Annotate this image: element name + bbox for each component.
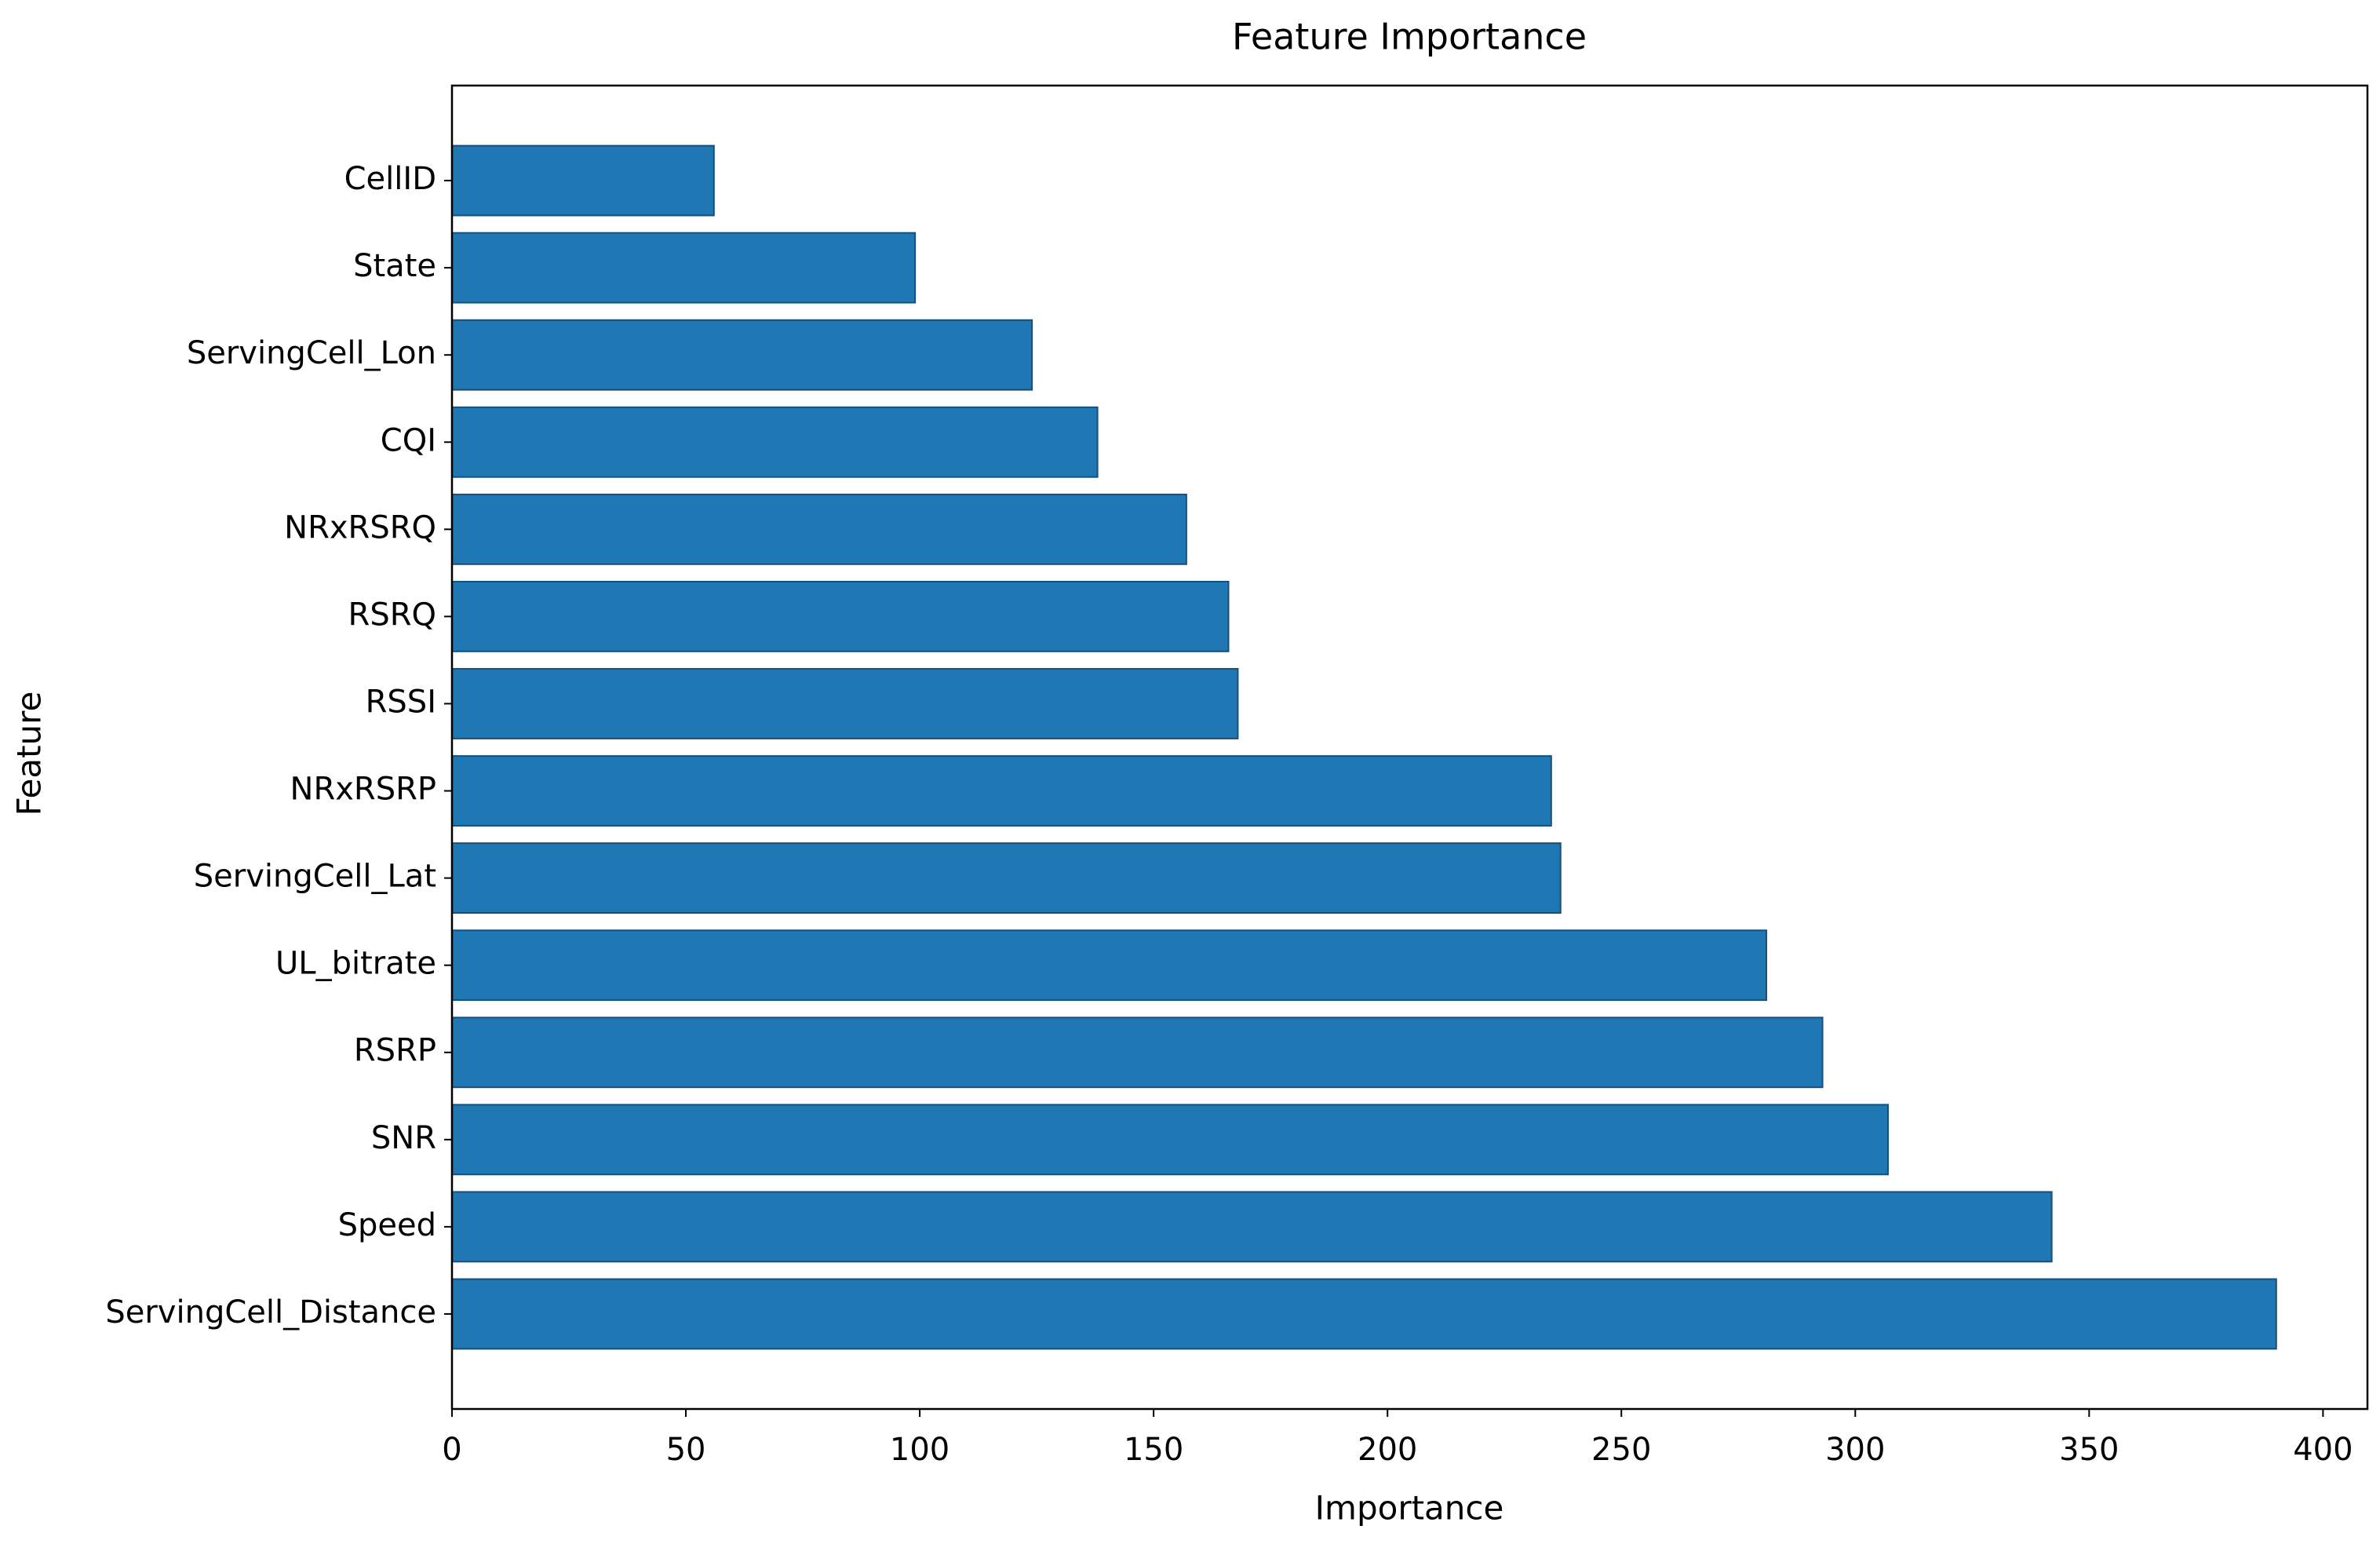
- y-tick-label: ServingCell_Distance: [105, 1294, 436, 1330]
- y-tick-label: UL_bitrate: [275, 946, 436, 982]
- bar: [451, 493, 1187, 565]
- bar: [451, 144, 715, 217]
- y-tick-label: ServingCell_Lat: [194, 859, 436, 895]
- x-tick-label: 200: [1358, 1432, 1417, 1468]
- bar: [451, 319, 1033, 391]
- x-tick-label: 150: [1124, 1432, 1183, 1468]
- y-tick-label: RSRP: [354, 1033, 436, 1069]
- y-tick-label: State: [353, 248, 436, 284]
- bar: [451, 232, 917, 304]
- x-tick-label: 250: [1591, 1432, 1651, 1468]
- bar: [451, 1104, 1890, 1176]
- y-tick-label: RSRQ: [348, 597, 436, 633]
- x-tick-label: 50: [666, 1432, 706, 1468]
- bar: [451, 1017, 1824, 1089]
- bar: [451, 1191, 2053, 1263]
- chart-title: Feature Importance: [1232, 16, 1587, 58]
- bar: [451, 842, 1562, 914]
- y-tick-label: RSSI: [366, 684, 436, 720]
- x-tick-label: 350: [2059, 1432, 2119, 1468]
- plot-frame: [450, 84, 2369, 1411]
- bar: [451, 755, 1552, 827]
- y-tick-label: NRxRSRQ: [284, 509, 436, 546]
- x-axis-label: Importance: [1315, 1489, 1504, 1528]
- bar: [451, 580, 1230, 652]
- y-axis-label: Feature: [10, 692, 49, 816]
- x-tick-label: 400: [2293, 1432, 2353, 1468]
- x-tick-label: 0: [442, 1432, 461, 1468]
- y-tick-label: ServingCell_Lon: [187, 335, 436, 371]
- x-tick-label: 300: [1825, 1432, 1885, 1468]
- y-tick-label: CellID: [344, 161, 436, 197]
- y-tick-label: Speed: [338, 1207, 436, 1243]
- bar: [451, 1278, 2277, 1350]
- y-tick-label: NRxRSRP: [290, 772, 436, 808]
- y-tick-label: SNR: [371, 1120, 436, 1156]
- bar: [451, 668, 1239, 739]
- y-tick-label: CQI: [381, 422, 436, 458]
- x-tick-label: 100: [890, 1432, 949, 1468]
- bar: [451, 406, 1099, 478]
- bar: [451, 929, 1768, 1002]
